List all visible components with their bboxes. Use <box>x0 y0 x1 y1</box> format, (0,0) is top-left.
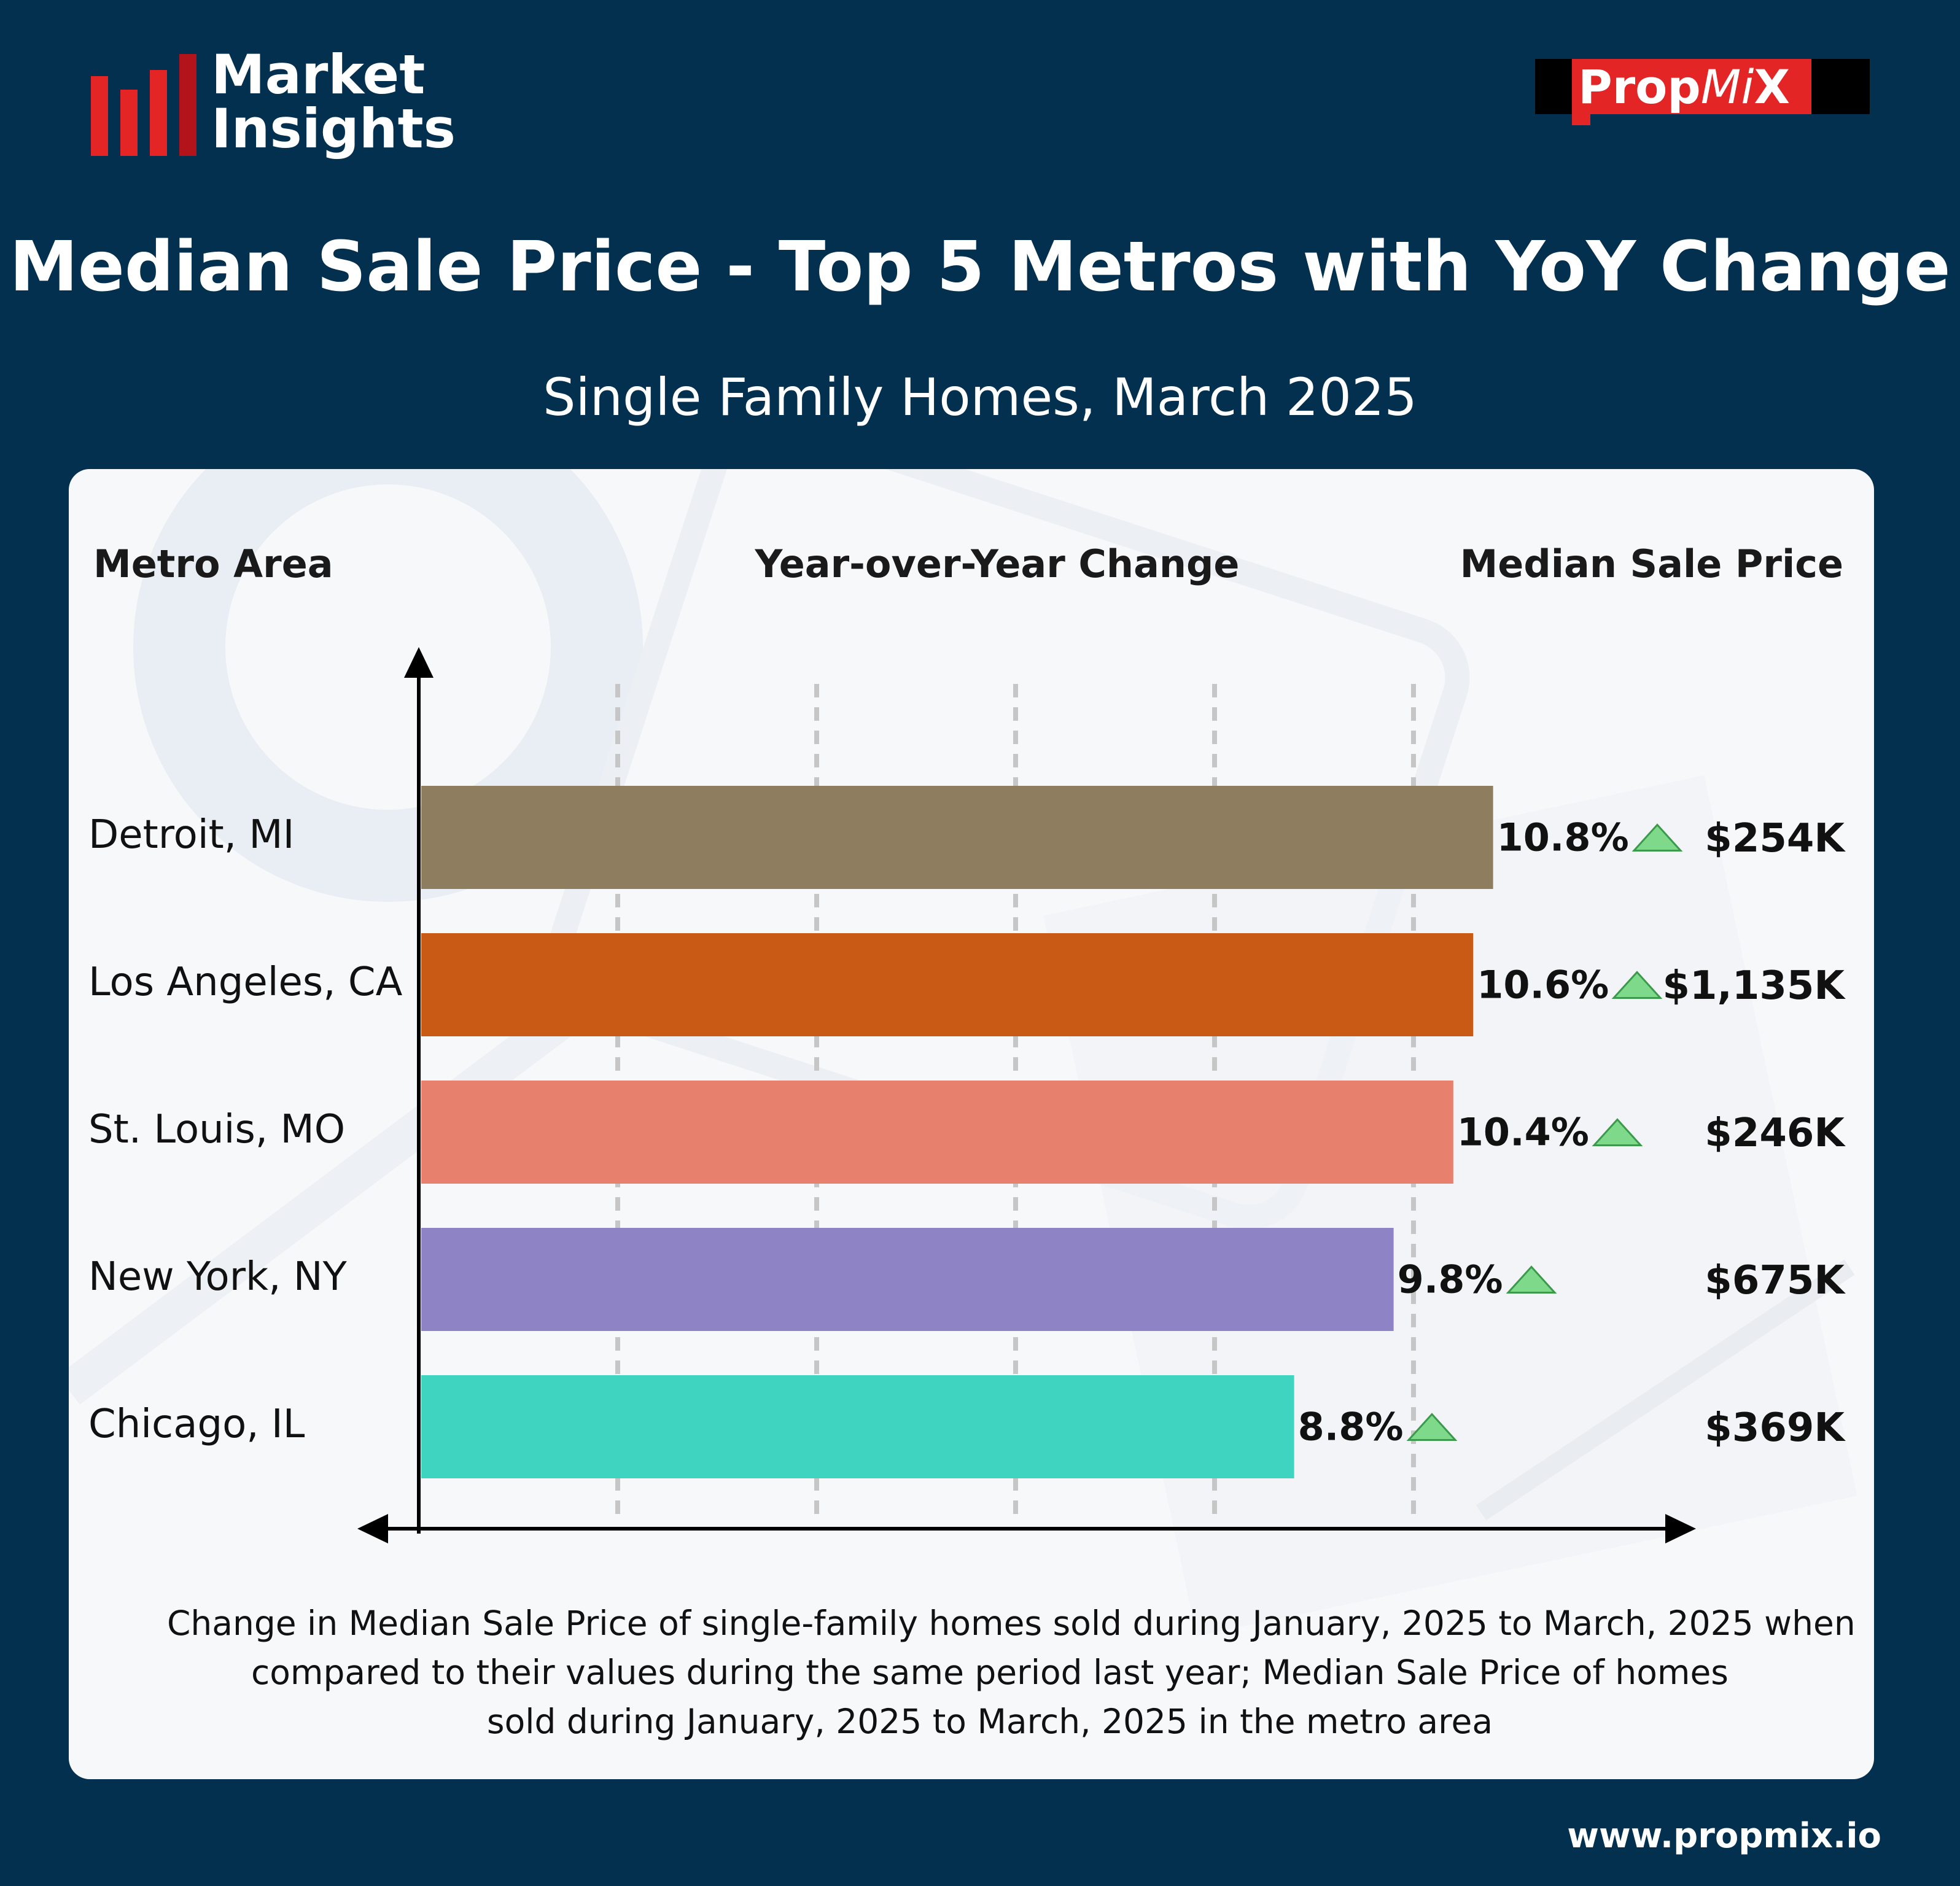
footnote-line-2: compared to their values during the same… <box>251 1653 1729 1692</box>
logo-x: X <box>1754 60 1791 114</box>
logo-wordmark: Market Insights <box>211 48 456 156</box>
bar-plot <box>357 647 1696 1543</box>
value-label-2: 10.6% <box>1477 962 1609 1007</box>
category-label-3: St. Louis, MO <box>88 1107 346 1152</box>
value-label-3: 10.4% <box>1456 1109 1589 1155</box>
footnote-line-1: Change in Median Sale Price of single-fa… <box>167 1604 1856 1643</box>
up-triangle-icon <box>1506 1265 1557 1294</box>
value-label-5: 8.8% <box>1297 1404 1404 1449</box>
price-label-4: $675K <box>1705 1258 1845 1303</box>
website-url[interactable]: www.propmix.io <box>1567 1816 1881 1856</box>
price-label-1: $254K <box>1705 816 1845 861</box>
logo-bar-2 <box>120 90 138 156</box>
chart-title: Median Sale Price - Top 5 Metros with Yo… <box>9 227 1951 307</box>
up-triangle-icon <box>1406 1412 1457 1441</box>
logo-bar-1 <box>91 76 108 156</box>
logo-red-block <box>1572 59 1811 114</box>
price-label-5: $369K <box>1705 1405 1845 1451</box>
x-axis-right-arrow-icon <box>1665 1514 1696 1543</box>
x-axis-left-arrow-icon <box>357 1514 388 1543</box>
bar-chart-icon <box>91 54 199 156</box>
value-label-group-3: 10.4% <box>1457 1110 1643 1155</box>
footnote-line-3: sold during January, 2025 to March, 2025… <box>486 1702 1493 1741</box>
propmix-wordmark: PropMiX <box>1578 63 1790 112</box>
price-label-3: $246K <box>1705 1111 1845 1156</box>
bar-1 <box>421 786 1493 889</box>
chart-card: Metro Area Year-over-Year Change Median … <box>69 469 1874 1779</box>
logo-bar-4 <box>179 54 196 156</box>
category-label-1: Detroit, MI <box>88 812 295 858</box>
logo-mi: Mi <box>1700 60 1754 114</box>
y-axis-arrow-icon <box>404 647 434 678</box>
bar-5 <box>421 1375 1294 1478</box>
value-label-group-4: 9.8% <box>1398 1257 1557 1302</box>
value-label-4: 9.8% <box>1397 1257 1503 1302</box>
up-triangle-icon <box>1631 823 1683 852</box>
logo-prop: Prop <box>1578 60 1701 114</box>
bar-3 <box>421 1081 1453 1184</box>
header-median-price: Median Sale Price <box>1460 541 1843 586</box>
up-triangle-icon <box>1592 1117 1643 1146</box>
propmix-logo: PropMiX <box>1535 59 1870 125</box>
value-label-group-2: 10.6% <box>1477 963 1663 1007</box>
logo-line-2: Insights <box>211 97 456 160</box>
logo-red-square <box>1572 114 1590 125</box>
logo-line-1: Market <box>211 43 426 106</box>
category-label-4: New York, NY <box>88 1254 347 1300</box>
chart-subtitle: Single Family Homes, March 2025 <box>543 367 1417 427</box>
value-label-1: 10.8% <box>1496 815 1629 860</box>
price-label-2: $1,135K <box>1662 963 1845 1009</box>
value-label-group-5: 8.8% <box>1298 1405 1458 1449</box>
category-label-5: Chicago, IL <box>88 1402 305 1447</box>
logo-bar-3 <box>150 70 167 156</box>
header-metro-area: Metro Area <box>93 541 333 586</box>
header-yoy-change: Year-over-Year Change <box>755 541 1240 586</box>
bar-4 <box>421 1228 1394 1331</box>
up-triangle-icon <box>1611 970 1663 999</box>
footnote: Change in Median Sale Price of single-fa… <box>167 1599 1856 1746</box>
category-label-2: Los Angeles, CA <box>88 960 403 1005</box>
value-label-group-1: 10.8% <box>1497 815 1683 860</box>
market-insights-logo: Market Insights <box>91 48 456 156</box>
bar-2 <box>421 933 1474 1036</box>
